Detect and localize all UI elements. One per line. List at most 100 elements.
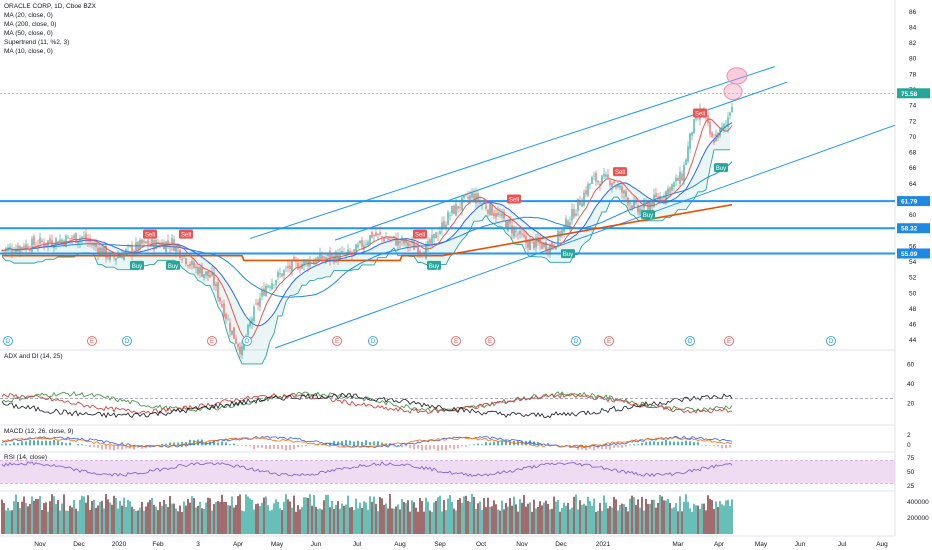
ma20-line — [1, 122, 733, 327]
volume-bar — [377, 511, 379, 534]
legend-ma200[interactable]: MA (200, close, 0) — [4, 21, 57, 28]
candle-body — [533, 241, 535, 249]
candle-body — [451, 206, 453, 214]
volume-bar — [135, 510, 137, 534]
pane-tick-label: 0 — [907, 442, 911, 449]
price-tick-label: 52 — [909, 275, 917, 282]
volume-bar — [365, 502, 367, 534]
volume-bar — [681, 511, 683, 534]
volume-bar — [337, 501, 339, 534]
candle-body — [301, 263, 303, 269]
horizontal-levels[interactable] — [0, 93, 895, 255]
candle-body — [397, 238, 399, 246]
macd-label[interactable]: MACD (12, 26, close, 9) — [4, 428, 74, 435]
volume-bar — [665, 500, 667, 534]
volume-bar — [501, 500, 503, 534]
candle-body — [317, 257, 319, 261]
time-tick-label: Dec — [555, 541, 567, 548]
marker-circle — [242, 336, 252, 346]
macd-histogram-bar — [185, 442, 187, 446]
candle-body — [197, 266, 199, 275]
candle-body — [175, 245, 177, 252]
sell-signal: Sell — [613, 167, 627, 177]
volume-bar — [75, 508, 77, 534]
legend-ma20[interactable]: MA (20, close, 0) — [4, 12, 53, 19]
legend-ma50[interactable]: MA (50, close, 0) — [4, 30, 53, 37]
macd-histogram-bar — [717, 445, 719, 447]
volume-bar — [447, 498, 449, 534]
volume-bar — [213, 504, 215, 534]
volume-bar — [81, 495, 83, 534]
candle-body — [121, 254, 123, 259]
volume-bar — [113, 495, 115, 534]
time-tick-label: Dec — [73, 541, 85, 548]
price-tick-label: 44 — [909, 337, 917, 344]
candle-body — [599, 183, 601, 186]
candle-body — [575, 213, 577, 216]
time-axis[interactable]: Nov Dec 2020 Feb 3 Apr May Jun Jul Aug Sep Oct Nov De… — [34, 541, 888, 548]
candle-body — [361, 239, 363, 248]
candle-body — [167, 240, 169, 244]
candle-body — [401, 237, 403, 241]
volume-bar — [99, 501, 101, 534]
macd-histogram-bar — [449, 445, 451, 449]
candle-body — [547, 248, 549, 252]
price-axis[interactable]: 8684828078767472706866646260585654525048… — [909, 9, 917, 344]
volume-bar — [629, 498, 631, 534]
candle-body — [185, 258, 187, 265]
dividend-marker: D — [122, 336, 132, 346]
macd-histogram-bar — [501, 440, 503, 446]
legend-supertrend[interactable]: Supertrend (11, %2, 3) — [4, 39, 70, 46]
signal-box — [427, 260, 441, 270]
volume-bar — [351, 506, 353, 534]
rsi-line — [1, 461, 733, 477]
volume-bar — [467, 500, 469, 534]
candle-body — [449, 215, 451, 216]
rsi-pane: 75 50 25 — [0, 455, 915, 490]
volume-bar — [329, 507, 331, 534]
macd-histogram-bar — [97, 445, 99, 448]
candle-body — [385, 238, 387, 239]
candle-body — [605, 174, 607, 177]
volume-bar — [61, 503, 63, 534]
volume-bar — [85, 502, 87, 534]
rsi-label[interactable]: RSI (14, close) — [4, 454, 47, 461]
volume-bar — [725, 500, 727, 534]
candle-body — [425, 245, 427, 259]
highlight-ellipses[interactable] — [723, 67, 748, 101]
volume-bar — [119, 500, 121, 534]
candle-body — [217, 282, 219, 299]
adx-line — [1, 392, 733, 419]
volume-bar — [297, 505, 299, 534]
candle-body — [319, 252, 321, 260]
volume-bar — [187, 499, 189, 534]
trend-channel-lines[interactable] — [249, 66, 896, 349]
macd-histogram-bar — [357, 440, 359, 446]
volume-bar — [573, 496, 575, 534]
macd-histogram-bar — [329, 442, 331, 446]
macd-histogram-bar — [193, 440, 195, 446]
macd-histogram-bar — [725, 445, 727, 449]
volume-bar — [509, 498, 511, 534]
candle-body — [1, 250, 3, 251]
candle-body — [101, 247, 103, 255]
symbol-title[interactable]: ORACLE CORP, 1D, Cboe BZX — [4, 3, 96, 10]
macd-histogram-bar — [561, 445, 563, 446]
volume-bar — [141, 501, 143, 534]
volume-bar — [295, 511, 297, 534]
volume-bar — [489, 506, 491, 534]
volume-bar — [315, 506, 317, 534]
volume-bar — [77, 511, 79, 534]
volume-bar — [133, 508, 135, 534]
candle-body — [345, 252, 347, 255]
candle-body — [447, 212, 449, 225]
legend-ma10[interactable]: MA (10, close, 0) — [4, 48, 53, 55]
volume-bar — [267, 505, 269, 534]
adx-label[interactable]: ADX and DI (14, 25) — [4, 353, 63, 360]
candle-body — [723, 123, 725, 128]
candle-body — [123, 252, 125, 260]
volume-bar — [713, 508, 715, 534]
macd-histogram-bar — [213, 440, 215, 446]
